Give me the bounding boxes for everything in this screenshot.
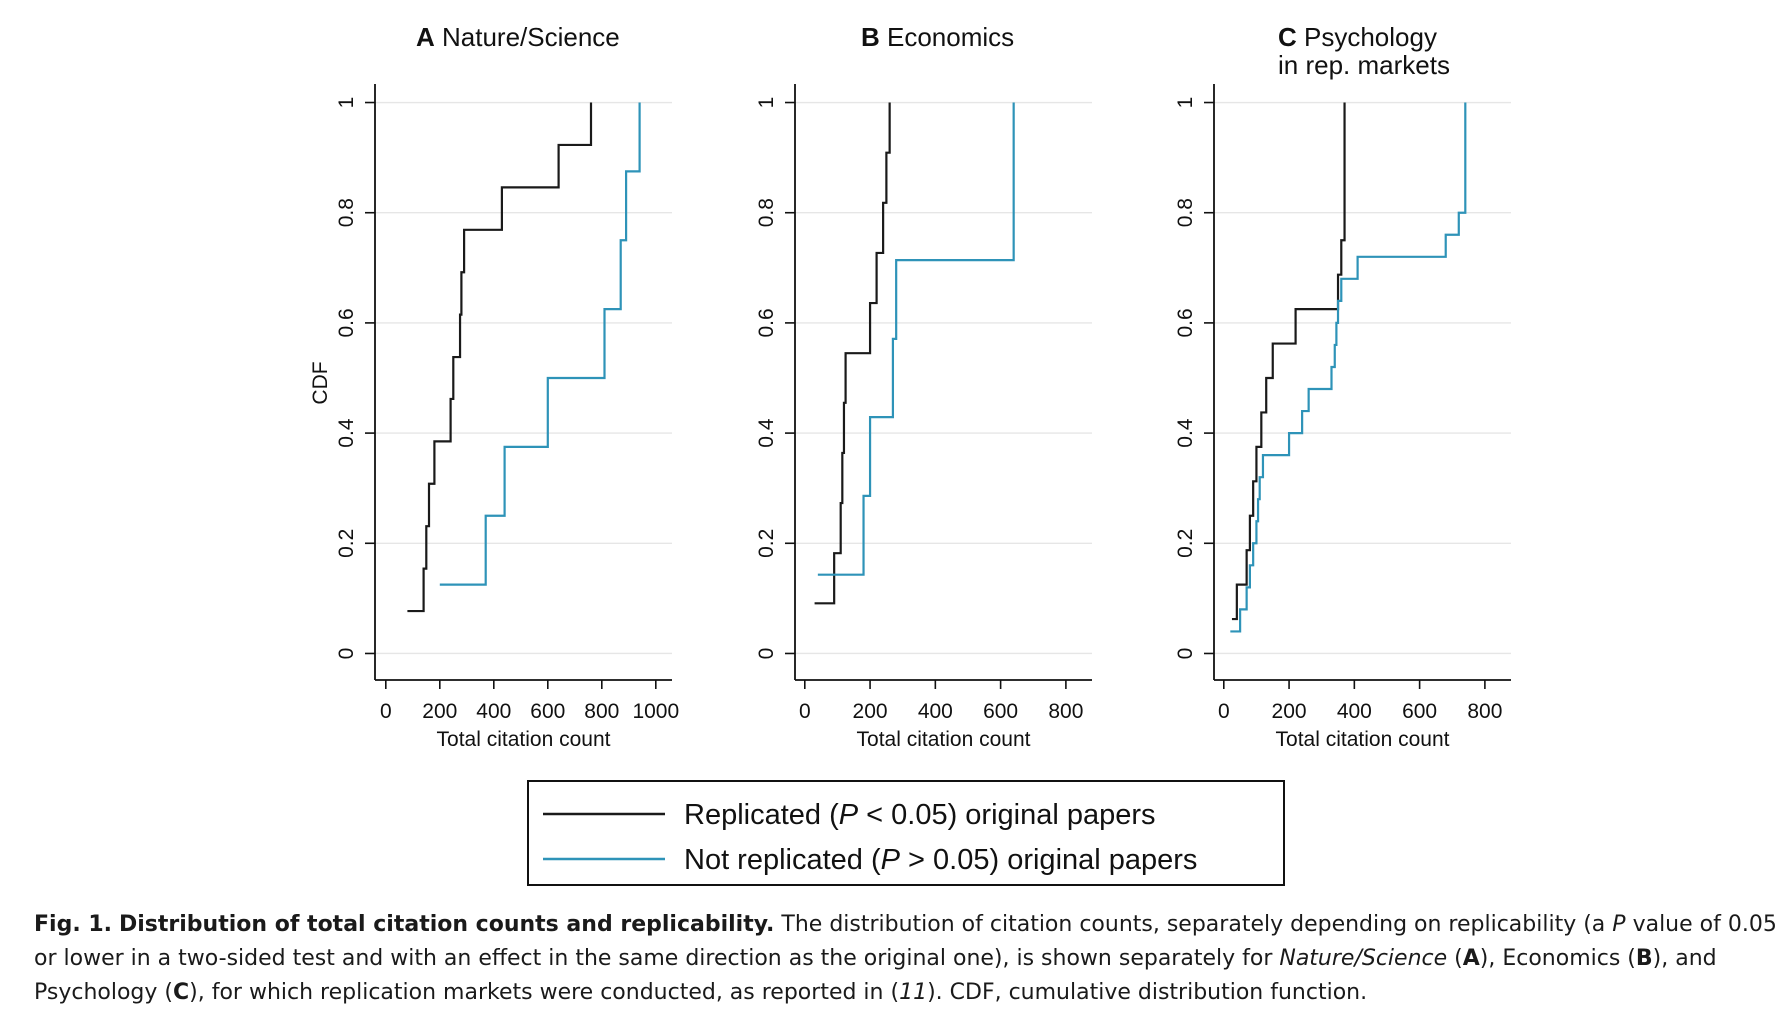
x-axis-label: Total citation count <box>1276 728 1450 751</box>
legend-label-part: < 0.05) original papers <box>858 799 1155 831</box>
y-tick-label: 0.2 <box>755 529 778 558</box>
panel-title: B Economics <box>861 22 1014 52</box>
chart-panel-a: A Nature/Science 0 0.2 0.4 0.6 0.8 1 0 200 400 600… <box>335 22 679 751</box>
y-tick-label: 0.2 <box>1174 529 1197 558</box>
panel-letter: B <box>861 22 880 52</box>
x-axis-label: Total citation count <box>437 728 611 751</box>
panel-title: in rep. markets <box>1278 50 1450 80</box>
x-tick-label: 600 <box>983 700 1018 723</box>
y-tick-label: 1 <box>1174 97 1197 109</box>
legend-label-part: P <box>839 799 859 831</box>
y-tick-label: 0.2 <box>335 529 358 558</box>
panel-letter: A <box>416 22 435 52</box>
caption-text: C <box>173 980 190 1005</box>
caption-text: Nature/Science <box>1279 946 1448 971</box>
legend: Replicated (P < 0.05) original papersNot… <box>527 780 1285 886</box>
x-tick-label: 1000 <box>632 700 679 723</box>
caption-text: value of 0.05 or lower in a two-sided te… <box>34 912 1777 971</box>
panel-title-text: Psychology <box>1297 22 1437 52</box>
y-tick-label: 0.4 <box>1174 418 1197 448</box>
x-tick-label: 0 <box>1218 700 1230 723</box>
x-tick-label: 200 <box>853 700 888 723</box>
legend-label: Replicated (P < 0.05) original papers <box>684 799 1156 831</box>
series-line-replicated <box>407 102 593 613</box>
x-tick-label: 200 <box>1272 700 1307 723</box>
x-tick-label: 400 <box>1337 700 1372 723</box>
series-line-replicated <box>1231 102 1346 621</box>
x-tick-label: 0 <box>380 700 392 723</box>
caption-text: B <box>1635 946 1653 971</box>
y-tick-label: 0 <box>335 648 358 660</box>
caption-text: P <box>1612 912 1626 937</box>
panel-title-text: Economics <box>880 22 1014 52</box>
x-tick-label: 400 <box>918 700 953 723</box>
legend-box <box>527 780 1285 886</box>
panel-title: C Psychology <box>1278 22 1437 52</box>
legend-label: Not replicated (P > 0.05) original paper… <box>684 844 1197 876</box>
caption-text: ( <box>1447 946 1463 971</box>
figure-background <box>300 14 1570 890</box>
figure: CDF A Nature/Science 0 0.2 0.4 0.6 0.8 1 0 200 40… <box>300 14 1570 890</box>
x-tick-label: 400 <box>476 700 511 723</box>
y-tick-label: 0 <box>755 648 778 660</box>
x-tick-label: 800 <box>1048 700 1083 723</box>
legend-label-part: Replicated ( <box>684 799 839 831</box>
x-tick-label: 800 <box>1467 700 1502 723</box>
legend-label-part: P <box>881 844 901 876</box>
series-line-replicated <box>814 102 891 605</box>
caption-fig-label: Fig. 1. <box>34 912 112 937</box>
x-tick-label: 200 <box>422 700 457 723</box>
caption-text: The distribution of citation counts, sep… <box>781 912 1613 937</box>
y-tick-label: 0.6 <box>335 308 358 337</box>
caption-text: 11 <box>899 980 928 1005</box>
y-tick-label: 0.4 <box>335 418 358 448</box>
series-line-not-replicated <box>817 102 1015 576</box>
figure-caption: Fig. 1. Distribution of total citation c… <box>34 908 1786 1010</box>
panel-title-text: Nature/Science <box>435 22 620 52</box>
panel-title: A Nature/Science <box>416 22 620 52</box>
legend-label-part: > 0.05) original papers <box>900 844 1197 876</box>
y-tick-label: 0 <box>1174 648 1197 660</box>
x-tick-label: 800 <box>584 700 619 723</box>
x-tick-label: 600 <box>1402 700 1437 723</box>
y-tick-label: 0.8 <box>755 198 778 227</box>
y-tick-label: 0.6 <box>755 308 778 337</box>
panel-letter: C <box>1278 22 1297 52</box>
series-line-not-replicated <box>439 102 641 586</box>
x-tick-label: 0 <box>799 700 811 723</box>
legend-label-part: Not replicated ( <box>684 844 881 876</box>
caption-text: A <box>1462 946 1480 971</box>
caption-text: ), and Psychology ( <box>34 946 1717 1005</box>
caption-text: ), Economics ( <box>1479 946 1636 971</box>
x-axis-label: Total citation count <box>857 728 1031 751</box>
chart-panel-b: B Economics 0 0.2 0.4 0.6 0.8 1 0 200 400 600 800 To… <box>755 22 1092 751</box>
x-tick-label: 600 <box>530 700 565 723</box>
caption-title: Distribution of total citation counts an… <box>119 912 775 937</box>
caption-text: ). CDF, cumulative distribution function… <box>927 980 1368 1005</box>
y-tick-label: 1 <box>755 97 778 109</box>
y-tick-label: 1 <box>335 97 358 109</box>
y-tick-label: 0.8 <box>335 198 358 227</box>
y-tick-label: 0.4 <box>755 418 778 448</box>
cdf-ylabel: CDF <box>309 361 332 404</box>
caption-text: ), for which replication markets were co… <box>189 980 900 1005</box>
y-tick-label: 0.6 <box>1174 308 1197 337</box>
series-line-not-replicated <box>1230 102 1467 633</box>
y-tick-label: 0.8 <box>1174 198 1197 227</box>
